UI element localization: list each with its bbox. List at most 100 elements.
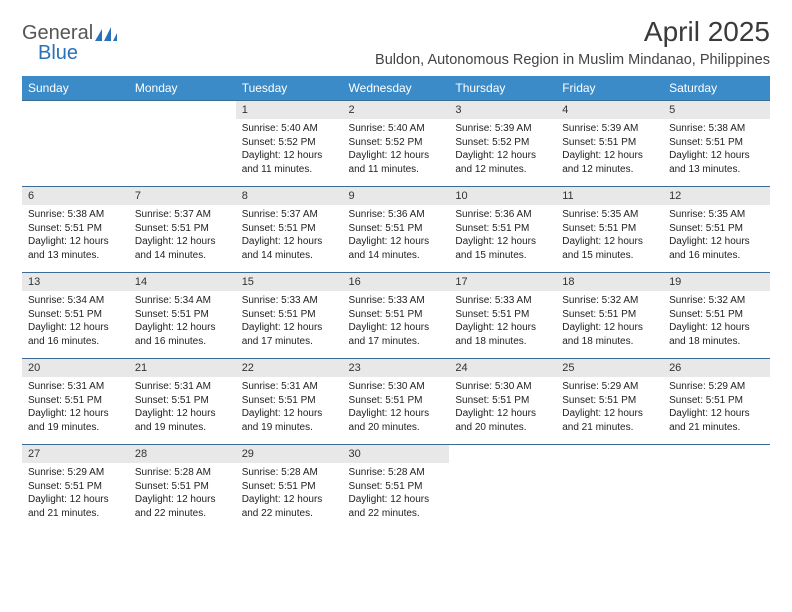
sunrise-line: Sunrise: 5:40 AM (242, 122, 337, 136)
day-number: 28 (129, 445, 236, 463)
sunrise-line: Sunrise: 5:37 AM (242, 208, 337, 222)
sunset-line: Sunset: 5:51 PM (242, 394, 337, 408)
sunrise-line: Sunrise: 5:40 AM (349, 122, 444, 136)
calendar-cell: 19Sunrise: 5:32 AMSunset: 5:51 PMDayligh… (663, 273, 770, 359)
daylight-line: Daylight: 12 hours and 15 minutes. (455, 235, 550, 262)
day-body: Sunrise: 5:32 AMSunset: 5:51 PMDaylight:… (556, 291, 663, 352)
sunset-line: Sunset: 5:51 PM (562, 394, 657, 408)
daylight-line: Daylight: 12 hours and 16 minutes. (669, 235, 764, 262)
daylight-line: Daylight: 12 hours and 19 minutes. (135, 407, 230, 434)
daylight-line: Daylight: 12 hours and 18 minutes. (562, 321, 657, 348)
calendar-cell: 16Sunrise: 5:33 AMSunset: 5:51 PMDayligh… (343, 273, 450, 359)
day-number: 19 (663, 273, 770, 291)
day-number: 29 (236, 445, 343, 463)
sunset-line: Sunset: 5:51 PM (455, 308, 550, 322)
daylight-line: Daylight: 12 hours and 13 minutes. (669, 149, 764, 176)
header: General April 2025 Buldon, Autonomous Re… (22, 16, 770, 68)
sunrise-line: Sunrise: 5:30 AM (455, 380, 550, 394)
daylight-line: Daylight: 12 hours and 21 minutes. (28, 493, 123, 520)
sunset-line: Sunset: 5:51 PM (349, 394, 444, 408)
sunrise-line: Sunrise: 5:33 AM (455, 294, 550, 308)
day-number: 23 (343, 359, 450, 377)
day-number: 17 (449, 273, 556, 291)
day-body: Sunrise: 5:39 AMSunset: 5:52 PMDaylight:… (449, 119, 556, 180)
weekday-header: Tuesday (236, 76, 343, 101)
day-body: Sunrise: 5:33 AMSunset: 5:51 PMDaylight:… (449, 291, 556, 352)
daylight-line: Daylight: 12 hours and 11 minutes. (242, 149, 337, 176)
brand-blue-row: Blue (38, 42, 78, 65)
day-body: Sunrise: 5:35 AMSunset: 5:51 PMDaylight:… (556, 205, 663, 266)
day-body: Sunrise: 5:30 AMSunset: 5:51 PMDaylight:… (449, 377, 556, 438)
calendar-cell: 2Sunrise: 5:40 AMSunset: 5:52 PMDaylight… (343, 101, 450, 187)
daylight-line: Daylight: 12 hours and 14 minutes. (349, 235, 444, 262)
calendar-cell: 24Sunrise: 5:30 AMSunset: 5:51 PMDayligh… (449, 359, 556, 445)
daylight-line: Daylight: 12 hours and 14 minutes. (135, 235, 230, 262)
sunrise-line: Sunrise: 5:32 AM (562, 294, 657, 308)
weekday-header: Thursday (449, 76, 556, 101)
daylight-line: Daylight: 12 hours and 17 minutes. (242, 321, 337, 348)
sunrise-line: Sunrise: 5:35 AM (562, 208, 657, 222)
day-body: Sunrise: 5:34 AMSunset: 5:51 PMDaylight:… (129, 291, 236, 352)
sunset-line: Sunset: 5:51 PM (135, 222, 230, 236)
calendar-cell: 18Sunrise: 5:32 AMSunset: 5:51 PMDayligh… (556, 273, 663, 359)
month-title: April 2025 (375, 16, 770, 48)
day-body: Sunrise: 5:35 AMSunset: 5:51 PMDaylight:… (663, 205, 770, 266)
sunrise-line: Sunrise: 5:37 AM (135, 208, 230, 222)
calendar-cell: 7 Sunrise: 5:37 AMSunset: 5:51 PMDaylight… (129, 187, 236, 273)
sunset-line: Sunset: 5:51 PM (455, 394, 550, 408)
sunset-line: Sunset: 5:51 PM (28, 394, 123, 408)
sunset-line: Sunset: 5:51 PM (669, 394, 764, 408)
day-body: Sunrise: 5:29 AMSunset: 5:51 PMDaylight:… (556, 377, 663, 438)
day-body: Sunrise: 5:37 AMSunset: 5:51 PMDaylight:… (236, 205, 343, 266)
day-number: 14 (129, 273, 236, 291)
day-number: 24 (449, 359, 556, 377)
calendar-header-row: SundayMondayTuesdayWednesdayThursdayFrid… (22, 76, 770, 101)
daylight-line: Daylight: 12 hours and 16 minutes. (28, 321, 123, 348)
sunset-line: Sunset: 5:52 PM (242, 136, 337, 150)
day-number: 18 (556, 273, 663, 291)
day-number: 8 (236, 187, 343, 205)
sunset-line: Sunset: 5:51 PM (669, 222, 764, 236)
day-number: 4 (556, 101, 663, 119)
daylight-line: Daylight: 12 hours and 22 minutes. (242, 493, 337, 520)
sunrise-line: Sunrise: 5:31 AM (28, 380, 123, 394)
calendar-cell-empty (556, 445, 663, 531)
day-number: 16 (343, 273, 450, 291)
calendar-cell-empty (22, 101, 129, 187)
day-number: 5 (663, 101, 770, 119)
calendar-cell: 25Sunrise: 5:29 AMSunset: 5:51 PMDayligh… (556, 359, 663, 445)
calendar-cell: 11Sunrise: 5:35 AMSunset: 5:51 PMDayligh… (556, 187, 663, 273)
sunrise-line: Sunrise: 5:30 AM (349, 380, 444, 394)
day-number: 21 (129, 359, 236, 377)
sunrise-line: Sunrise: 5:36 AM (349, 208, 444, 222)
calendar-row: 27Sunrise: 5:29 AMSunset: 5:51 PMDayligh… (22, 445, 770, 531)
calendar-body: 1Sunrise: 5:40 AMSunset: 5:52 PMDaylight… (22, 101, 770, 531)
sunset-line: Sunset: 5:51 PM (349, 480, 444, 494)
day-number: 27 (22, 445, 129, 463)
daylight-line: Daylight: 12 hours and 21 minutes. (562, 407, 657, 434)
sunrise-line: Sunrise: 5:35 AM (669, 208, 764, 222)
calendar-cell: 14Sunrise: 5:34 AMSunset: 5:51 PMDayligh… (129, 273, 236, 359)
sunset-line: Sunset: 5:51 PM (562, 136, 657, 150)
sunrise-line: Sunrise: 5:28 AM (135, 466, 230, 480)
day-number: 2 (343, 101, 450, 119)
calendar-cell-empty (449, 445, 556, 531)
daylight-line: Daylight: 12 hours and 18 minutes. (455, 321, 550, 348)
sunset-line: Sunset: 5:51 PM (562, 222, 657, 236)
sunrise-line: Sunrise: 5:29 AM (669, 380, 764, 394)
daylight-line: Daylight: 12 hours and 20 minutes. (349, 407, 444, 434)
calendar-cell-empty (129, 101, 236, 187)
day-number: 25 (556, 359, 663, 377)
day-number: 20 (22, 359, 129, 377)
day-number: 7 (129, 187, 236, 205)
day-number: 11 (556, 187, 663, 205)
sunrise-line: Sunrise: 5:36 AM (455, 208, 550, 222)
day-body: Sunrise: 5:28 AMSunset: 5:51 PMDaylight:… (236, 463, 343, 524)
calendar-cell: 9Sunrise: 5:36 AMSunset: 5:51 PMDaylight… (343, 187, 450, 273)
day-body: Sunrise: 5:40 AMSunset: 5:52 PMDaylight:… (236, 119, 343, 180)
daylight-line: Daylight: 12 hours and 19 minutes. (242, 407, 337, 434)
sunrise-line: Sunrise: 5:32 AM (669, 294, 764, 308)
day-body: Sunrise: 5:36 AMSunset: 5:51 PMDaylight:… (449, 205, 556, 266)
calendar-table: SundayMondayTuesdayWednesdayThursdayFrid… (22, 76, 770, 531)
daylight-line: Daylight: 12 hours and 18 minutes. (669, 321, 764, 348)
